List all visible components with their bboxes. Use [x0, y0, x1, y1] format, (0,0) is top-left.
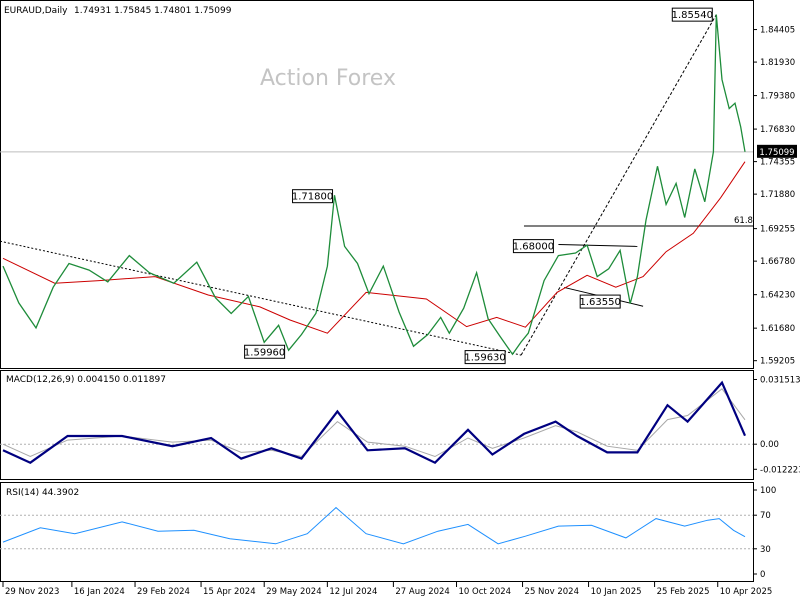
channel-top-line: [558, 243, 638, 247]
x-tick-label: 15 Apr 2024: [203, 587, 256, 597]
watermark-text: Action Forex: [260, 66, 396, 91]
fib-61-8-label: 61.8: [734, 216, 753, 226]
price-y-tick-label: 1.64230: [760, 291, 795, 301]
annotation-box-1.85540: 1.85540: [672, 7, 713, 22]
price-y-tick-label: 1.61680: [760, 324, 795, 334]
macd-line: [2, 380, 747, 465]
annotation-box-1.68000: 1.68000: [513, 239, 554, 254]
annotation-label: 1.59960: [244, 347, 285, 358]
annotation-label: 1.71800: [292, 192, 333, 203]
current-price-label: 1.75099: [759, 148, 794, 158]
macd-title: MACD(12,26,9) 0.004150 0.011897: [6, 375, 166, 385]
x-tick-label: 10 Jan 2025: [591, 587, 642, 597]
price-y-tick-label: 1.81930: [760, 58, 795, 68]
annotation-box-1.71800: 1.71800: [292, 189, 333, 204]
chart-header-ohlc: 1.74931 1.75845 1.74801 1.75099: [74, 6, 232, 16]
annotation-box-1.59960: 1.59960: [244, 344, 285, 359]
price-y-tick-label: 1.84405: [760, 26, 795, 36]
rsi-y-tick-label: 0: [760, 570, 765, 580]
macd-panel: MACD(12,26,9) 0.004150 0.011897 0.031513…: [0, 370, 800, 480]
macd-y-tick-label: -0.012223: [760, 465, 800, 475]
price-y-tick-label: 1.76830: [760, 125, 795, 135]
rally-dashed-line: [520, 14, 717, 356]
rsi-panel: RSI(14) 44.3902 100 70 30 0: [0, 482, 776, 582]
price-y-tick-label: 1.71880: [760, 190, 795, 200]
x-tick-label: 16 Jan 2024: [74, 587, 125, 597]
current-price-box: 1.75099: [757, 144, 797, 158]
macd-y-tick-label: 0.00: [760, 440, 779, 450]
x-tick-label: 29 May 2024: [266, 587, 321, 597]
x-tick-label: 10 Oct 2024: [459, 587, 512, 597]
x-tick-label: 10 Apr 2025: [720, 587, 773, 597]
price-y-tick-label: 1.74355: [760, 158, 795, 168]
annotation-box-1.59630: 1.59630: [464, 350, 506, 365]
rsi-line: [2, 506, 746, 545]
annotation-label: 1.68000: [513, 242, 554, 253]
x-tick-label: 29 Nov 2023: [5, 587, 59, 597]
rsi-y-tick-label: 30: [760, 545, 771, 555]
price-line: [2, 14, 746, 356]
x-tick-label: 29 Feb 2024: [137, 587, 190, 597]
annotation-label: 1.59630: [464, 353, 505, 364]
chart-header-symbol: EURAUD,Daily: [4, 6, 68, 16]
x-tick-label: 12 Jul 2024: [329, 587, 377, 597]
price-y-tick-label: 1.79380: [760, 92, 795, 102]
x-tick-label: 25 Feb 2025: [657, 587, 710, 597]
price-y-tick-label: 1.59205: [760, 357, 795, 367]
downtrend-dashed-line: [0, 240, 522, 356]
macd-y-tick-label: 0.031513: [760, 376, 800, 386]
price-y-tick-label: 1.66780: [760, 257, 795, 267]
x-tick-label: 27 Aug 2024: [395, 587, 449, 597]
rsi-y-tick-label: 100: [760, 486, 776, 496]
annotation-box-1.63550: 1.63550: [580, 294, 621, 309]
rsi-title: RSI(14) 44.3902: [6, 488, 79, 498]
price-panel: 1.84405 1.81930 1.79380 1.76830 1.74355 1.718…: [0, 0, 797, 369]
price-y-tick-label: 1.69255: [760, 225, 795, 235]
annotation-label: 1.85540: [672, 10, 713, 21]
annotation-label: 1.63550: [580, 297, 621, 308]
rsi-y-tick-label: 70: [760, 511, 771, 521]
x-tick-label: 25 Nov 2024: [525, 587, 579, 597]
x-axis: 29 Nov 2023 16 Jan 2024 29 Feb 2024 15 Apr …: [2, 582, 773, 597]
